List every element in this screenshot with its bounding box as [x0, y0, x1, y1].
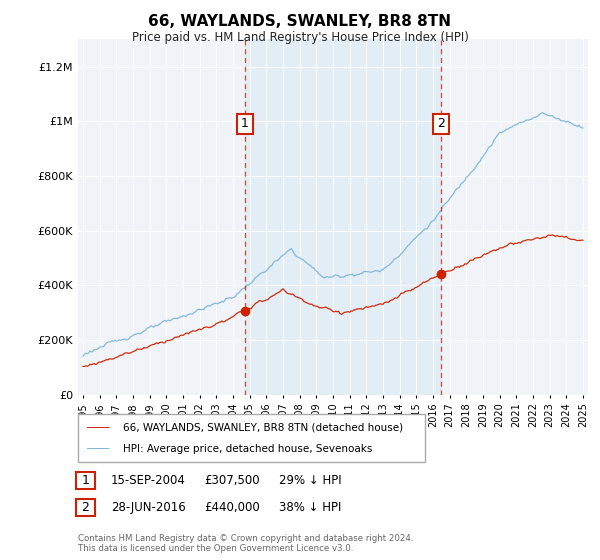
Text: 2: 2: [81, 501, 89, 514]
Text: 29% ↓ HPI: 29% ↓ HPI: [279, 474, 341, 487]
Text: 66, WAYLANDS, SWANLEY, BR8 8TN: 66, WAYLANDS, SWANLEY, BR8 8TN: [149, 14, 452, 29]
Text: 38% ↓ HPI: 38% ↓ HPI: [279, 501, 341, 514]
Text: 66, WAYLANDS, SWANLEY, BR8 8TN (detached house): 66, WAYLANDS, SWANLEY, BR8 8TN (detached…: [123, 423, 403, 433]
Text: 15-SEP-2004: 15-SEP-2004: [111, 474, 186, 487]
Text: Contains HM Land Registry data © Crown copyright and database right 2024.
This d: Contains HM Land Registry data © Crown c…: [78, 534, 413, 553]
Text: ———: ———: [87, 442, 110, 455]
Text: £440,000: £440,000: [204, 501, 260, 514]
Text: 2: 2: [437, 118, 445, 130]
Text: Price paid vs. HM Land Registry's House Price Index (HPI): Price paid vs. HM Land Registry's House …: [131, 31, 469, 44]
Bar: [245, 39, 441, 395]
Text: 1: 1: [241, 118, 249, 130]
Text: £307,500: £307,500: [204, 474, 260, 487]
Text: 1: 1: [81, 474, 89, 487]
Text: 28-JUN-2016: 28-JUN-2016: [111, 501, 186, 514]
Text: ———: ———: [87, 421, 110, 434]
Text: HPI: Average price, detached house, Sevenoaks: HPI: Average price, detached house, Seve…: [123, 444, 373, 454]
